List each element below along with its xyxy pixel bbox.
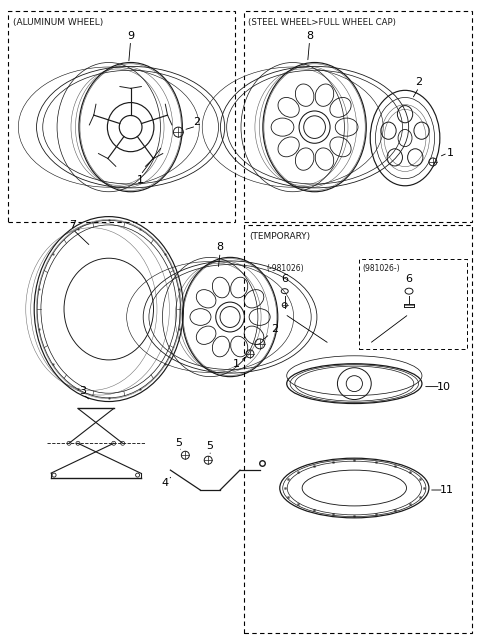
Text: (981026-): (981026-) [362, 265, 400, 273]
Text: 3: 3 [79, 385, 86, 396]
Text: 11: 11 [440, 485, 454, 495]
Text: 1: 1 [137, 175, 144, 185]
Text: 2: 2 [271, 324, 278, 334]
Text: 1: 1 [232, 358, 240, 369]
Text: 9: 9 [127, 31, 134, 41]
Text: 6: 6 [281, 274, 288, 284]
Text: 4: 4 [162, 478, 169, 488]
Text: (-981026): (-981026) [266, 265, 303, 273]
Text: 7: 7 [70, 220, 76, 229]
Text: 1: 1 [447, 148, 454, 158]
Text: 6: 6 [406, 274, 412, 284]
Text: 10: 10 [437, 381, 451, 392]
Text: (STEEL WHEEL>FULL WHEEL CAP): (STEEL WHEEL>FULL WHEEL CAP) [248, 18, 396, 27]
Text: 8: 8 [216, 242, 224, 252]
Text: 2: 2 [415, 77, 422, 88]
Text: 5: 5 [207, 442, 214, 451]
Text: (ALUMINUM WHEEL): (ALUMINUM WHEEL) [13, 18, 104, 27]
Text: 5: 5 [175, 438, 182, 449]
Text: 2: 2 [192, 117, 200, 127]
Text: 8: 8 [306, 31, 313, 41]
Text: (TEMPORARY): (TEMPORARY) [249, 231, 310, 240]
